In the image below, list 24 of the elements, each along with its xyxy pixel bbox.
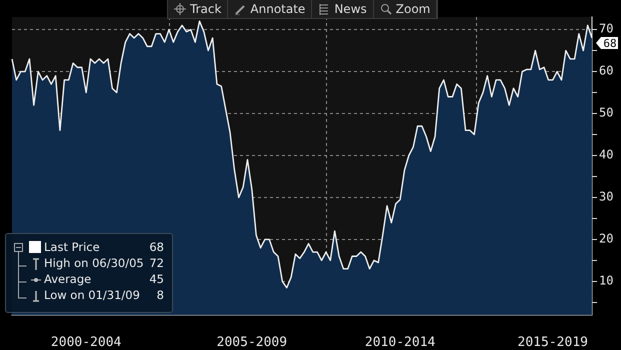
annotation: Low on 01/31/09 [44, 288, 140, 303]
y-tick-label: 10 [599, 274, 614, 288]
text: 68 [603, 36, 617, 50]
text: Zoom [396, 2, 430, 16]
text: Track [190, 2, 222, 16]
y-tick-label: 60 [599, 64, 614, 78]
text: News [334, 2, 367, 16]
text: Annotate [250, 2, 306, 16]
annotation: 45 [149, 272, 164, 287]
annotation: High on 06/30/05 [44, 256, 144, 271]
legend-label: Last Price [44, 240, 100, 255]
x-tick-label: 2015-2019 [518, 335, 588, 350]
y-tick-label: 50 [599, 106, 614, 120]
y-tick-label: 40 [599, 148, 614, 162]
annotation: 68 [149, 240, 164, 255]
annotation: Average [44, 272, 92, 287]
x-tick-label: 2010-2014 [364, 335, 436, 350]
annotation: 8 [156, 288, 164, 303]
y-tick-label: 30 [599, 190, 614, 204]
x-tick-label: 2005-2009 [216, 335, 288, 350]
y-tick-label: 20 [599, 232, 614, 246]
y-tick-label: 70 [599, 22, 614, 36]
x-tick-label: 2000-2004 [50, 335, 122, 350]
annotation: 72 [149, 256, 164, 271]
